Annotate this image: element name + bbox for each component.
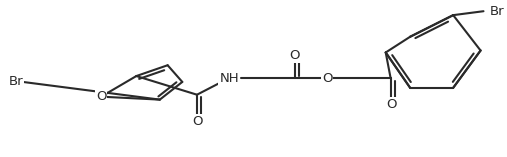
Text: O: O	[386, 98, 397, 111]
Text: Br: Br	[489, 5, 504, 18]
Text: O: O	[289, 49, 300, 62]
Text: O: O	[96, 90, 106, 103]
Text: O: O	[322, 71, 332, 84]
Text: O: O	[193, 115, 203, 128]
Text: NH: NH	[220, 71, 239, 84]
Text: Br: Br	[8, 75, 23, 88]
